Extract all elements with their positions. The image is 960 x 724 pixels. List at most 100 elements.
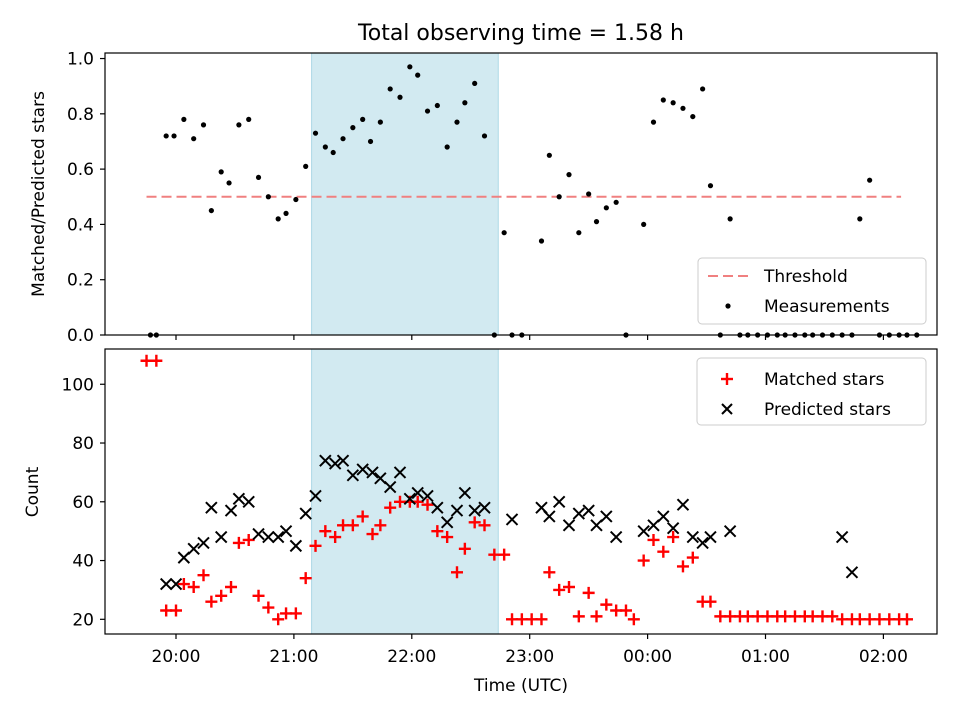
predicted-star-point [582,504,595,517]
measurement-point [322,144,328,150]
measurement-point [462,100,468,106]
measurement-point [556,194,562,200]
matched-star-point [215,589,228,602]
measurement-point [360,116,366,122]
legend-predicted-label: Predicted stars [764,400,891,420]
matched-star-point [232,536,245,549]
matched-star-point [468,516,481,529]
predicted-star-point [242,495,255,508]
matched-star-point [329,531,342,544]
matched-star-point [272,613,285,626]
measurement-point [576,230,582,236]
observing-window-span [311,348,499,635]
measurement-point [700,86,706,92]
predicted-star-point [346,469,360,482]
matched-star-point [356,510,369,523]
matched-star-point [686,551,699,564]
measurement-point [472,80,478,87]
predicted-star-point [309,489,322,503]
measurement-point [255,174,262,181]
matched-star-point [197,569,210,582]
predicted-star-point [440,516,454,529]
matched-star-point [676,560,689,573]
predicted-star-point [205,501,218,514]
matched-star-point [252,589,265,602]
measurement-point [387,86,393,92]
predicted-star-point [637,524,650,538]
measurement-point [501,230,507,236]
matched-star-point [431,525,444,538]
measurement-point [690,113,696,120]
measurement-point [303,163,309,169]
matched-star-point [535,613,548,626]
measurement-point [218,169,224,175]
matched-star-point [900,613,913,626]
predicted-star-point [647,519,660,532]
predicted-star-point [177,551,191,564]
measurement-point [191,136,197,142]
measurement-point [171,133,177,139]
measurement-point [660,97,666,103]
predicted-star-point [159,577,173,591]
predicted-star-point [609,530,623,544]
x-tick-label: 23:00 [505,647,554,667]
matched-star-point [225,580,238,593]
matched-star-point [242,533,255,546]
matched-star-point [619,604,632,617]
x-tick-label: 01:00 [741,647,790,667]
predicted-star-point [336,454,350,467]
measurement-point [181,116,187,122]
measurement-point [603,205,609,211]
matched-star-point [384,501,397,514]
predicted-star-point [319,454,332,467]
matched-star-point [441,531,454,544]
predicted-star-point [450,504,464,517]
matched-star-point [450,566,463,579]
bottom-highlight-span [311,348,499,635]
top-legend: Threshold Measurements [697,257,927,325]
measurement-point [407,64,413,70]
measurement-point [670,100,676,106]
measurement-point [650,119,657,125]
top-y-tick-label: 1.0 [67,50,94,70]
top-y-tick-label: 0.0 [67,326,94,346]
measurement-point [867,177,873,183]
bottom-y-axis: 20 40 60 80 100 [62,375,105,630]
top-y-tick-label: 0.4 [67,215,94,235]
measurement-point [293,196,299,203]
matched-star-point [553,583,566,596]
predicted-star-point [723,524,737,538]
measurement-point [200,122,207,128]
predicted-star-point [686,530,700,544]
x-tick-label: 21:00 [269,647,318,667]
predicted-star-point [676,498,690,511]
bottom-y-tick-label: 40 [72,552,94,572]
matched-star-point [458,542,471,555]
matched-star-point [289,607,302,620]
matched-star-point [177,578,190,591]
bottom-y-axis-label: Count [23,466,43,517]
matched-star-point [657,545,670,558]
x-tick-label: 02:00 [859,647,908,667]
predicted-star-point [328,457,342,470]
legend-predicted-swatch [721,403,733,415]
predicted-star-point [383,480,397,494]
matched-star-point [205,595,218,608]
predicted-star-point [543,510,556,523]
measurement-point [163,133,169,139]
chart-title: Total observing time = 1.58 h [357,21,684,46]
predicted-star-point [478,501,491,514]
predicted-star-point [657,510,670,523]
predicted-star-point [431,501,444,514]
matched-star-point [478,519,491,532]
predicted-stars-series [159,454,859,591]
legend-measurements-label: Measurements [764,297,890,317]
matched-star-point [826,610,839,623]
top-y-axis-label: Matched/Predicted stars [29,91,49,297]
predicted-star-point [289,539,303,553]
bottom-y-tick-label: 20 [72,610,94,630]
x-axis-label: Time (UTC) [473,676,568,696]
predicted-star-point [366,466,379,479]
measurement-point [226,180,232,186]
predicted-star-point [252,527,265,541]
